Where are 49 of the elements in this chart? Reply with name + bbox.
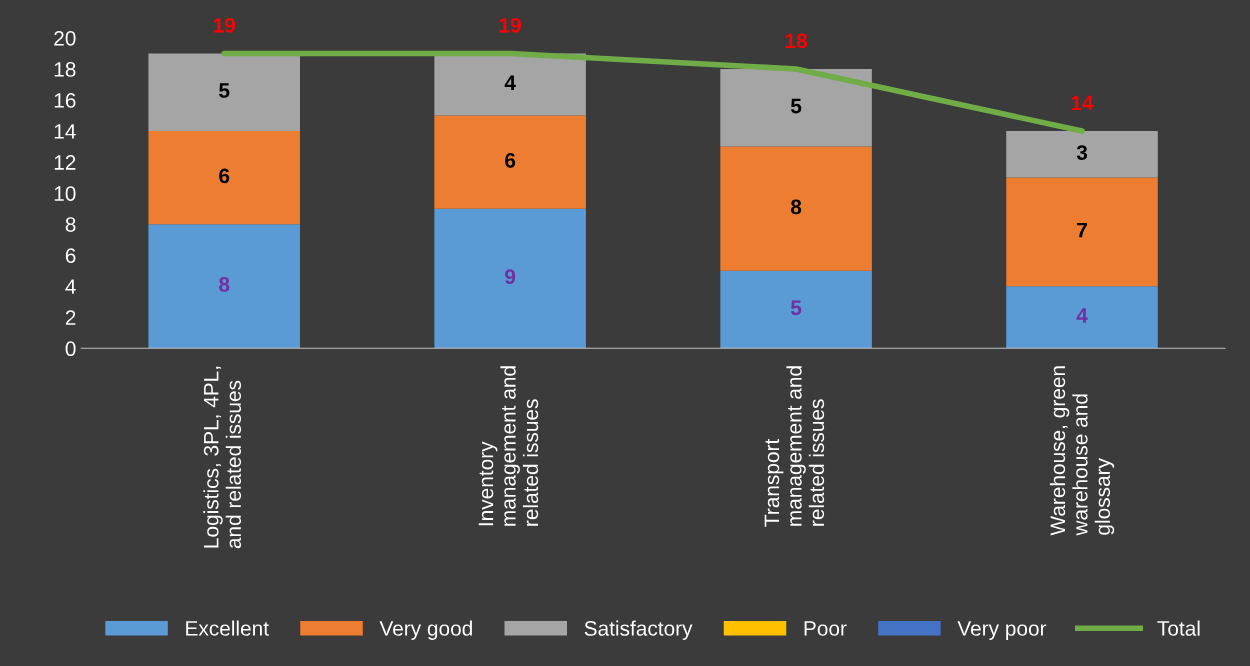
data-label: 8: [790, 199, 802, 215]
y-tick-label: 14: [54, 124, 76, 139]
x-tick-label: Inventory management and related issues: [478, 366, 539, 526]
bar: [1006, 286, 1158, 349]
data-label: 9: [505, 269, 516, 285]
bar: [148, 53, 300, 132]
y-tick-label: 10: [54, 186, 76, 201]
bar: [720, 270, 872, 349]
y-tick-label: 2: [65, 310, 76, 325]
data-label: 4: [1076, 308, 1088, 323]
data-label: 5: [790, 98, 802, 114]
bar: [148, 131, 300, 225]
data-label: 19: [499, 17, 521, 33]
data-label: 19: [213, 17, 236, 33]
y-tick-label: 6: [65, 248, 76, 263]
legend-label: Very poor: [957, 621, 1047, 640]
data-label: 5: [790, 300, 802, 316]
bar: [720, 69, 872, 147]
data-label: 6: [219, 168, 230, 184]
data-label: 6: [505, 152, 516, 168]
data-label: 7: [1077, 222, 1087, 238]
legend-label: Satisfactory: [584, 620, 693, 640]
y-tick-label: 18: [54, 62, 76, 77]
data-label: 14: [1071, 95, 1094, 111]
bar: [148, 224, 300, 349]
x-tick-label: Warehouse, green warehouse and glossary: [1049, 366, 1115, 536]
legend-label: Poor: [804, 621, 847, 636]
data-label: 4: [504, 75, 516, 90]
data-label: 8: [219, 277, 230, 292]
data-label: 5: [219, 83, 230, 98]
legend-label: Excellent: [186, 620, 269, 636]
x-tick-label: Logistics, 3PL, 4PL, and related issues: [203, 366, 242, 549]
bar: [434, 53, 586, 116]
y-tick-label: 20: [54, 30, 76, 46]
x-tick-label: Transport management and related issues: [764, 366, 825, 527]
y-tick-label: 8: [65, 217, 76, 232]
bar: [720, 146, 872, 271]
y-tick-label: 4: [65, 279, 76, 294]
bar: [434, 208, 586, 349]
legend-label: Total: [1157, 620, 1200, 636]
legend-label: Very good: [379, 620, 472, 640]
y-tick-label: 16: [54, 93, 76, 108]
bar: [434, 115, 586, 209]
data-label: 18: [785, 33, 808, 49]
y-tick-label: 0: [65, 341, 76, 357]
bar: [1006, 177, 1158, 287]
data-label: 3: [1076, 145, 1088, 160]
y-tick-label: 12: [54, 155, 76, 170]
bar: [1006, 131, 1158, 178]
